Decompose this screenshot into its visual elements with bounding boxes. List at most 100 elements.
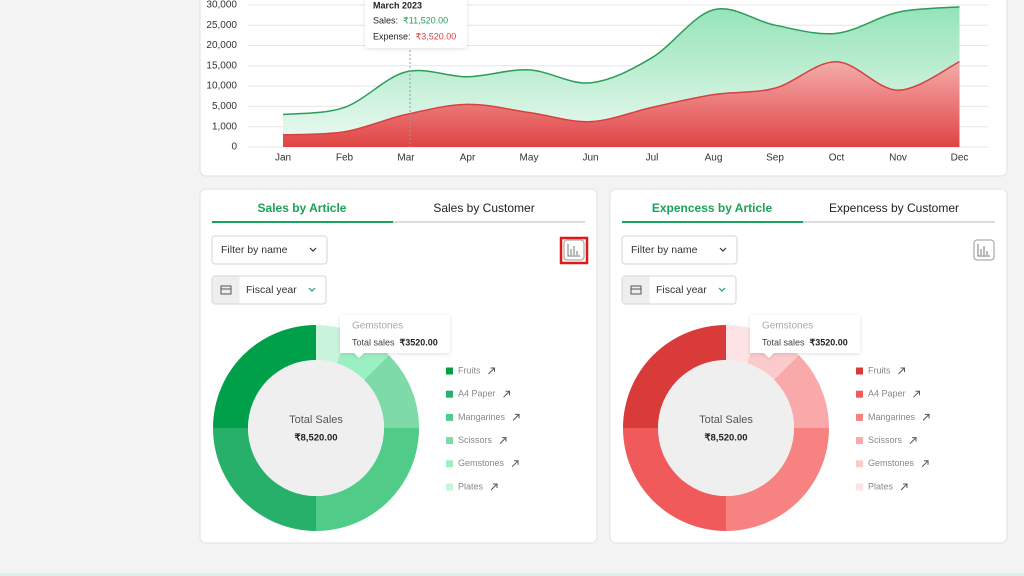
tooltip-label: Expense: <box>373 31 411 41</box>
legend-label: Plates <box>458 481 484 491</box>
legend-label: Plates <box>868 481 894 491</box>
calendar-icon <box>630 285 642 295</box>
legend-label: Scissors <box>868 435 903 445</box>
tab-active <box>212 221 393 223</box>
dropdown <box>211 275 327 305</box>
legend-arrow <box>488 367 495 375</box>
line <box>282 60 960 136</box>
tooltip <box>750 315 860 358</box>
dropdown-label: Fiscal year <box>246 284 297 296</box>
donut-slice <box>623 428 726 531</box>
legend-swatch <box>446 437 453 445</box>
legend-arrow <box>922 413 930 421</box>
legend-swatch <box>446 483 453 491</box>
legend-swatch <box>856 413 863 421</box>
chart-icon <box>977 244 990 257</box>
legend-label: A4 Paper <box>868 389 906 399</box>
center-label: Total Sales <box>699 414 753 426</box>
donut-hole <box>658 360 794 496</box>
donut-slice <box>316 428 419 531</box>
x-tick-label: Jul <box>646 153 659 164</box>
tooltip-title: Gemstones <box>352 321 403 332</box>
tooltip <box>365 0 467 48</box>
tab: Sales by Article <box>258 201 347 215</box>
chart-icon <box>567 244 580 257</box>
y-tick-label: 25,000 <box>206 20 237 31</box>
tooltip-value: ₹11,520.00 <box>403 15 448 25</box>
chevron <box>308 287 316 292</box>
donut-slice <box>726 428 829 531</box>
center-value: ₹8,520.00 <box>704 433 747 444</box>
x-tick-label: Apr <box>460 153 476 164</box>
legend-arrow <box>499 437 507 444</box>
legend-arrow <box>511 460 519 468</box>
legend-swatch <box>856 390 863 398</box>
tab: Expencess by Customer <box>829 201 959 215</box>
y-tick-label: 5,000 <box>212 101 237 112</box>
tooltip-value: ₹3520.00 <box>810 337 848 347</box>
donut-slice <box>364 355 419 428</box>
dropdown <box>621 235 738 265</box>
legend-swatch <box>856 483 863 491</box>
legend-label: Gemstones <box>868 458 915 468</box>
donut-slice <box>726 325 758 364</box>
legend-arrow <box>900 483 908 491</box>
x-tick-label: Aug <box>705 153 723 164</box>
legend-arrow <box>921 460 929 468</box>
tooltip-label: Total sales <box>352 337 395 347</box>
tooltip-title: Gemstones <box>762 321 813 332</box>
tooltip-value: ₹3,520.00 <box>416 31 457 41</box>
dropdown-label: Filter by name <box>221 244 288 256</box>
x-tick-label: Nov <box>889 153 907 164</box>
x-tick-label: Jan <box>275 153 291 164</box>
legend-swatch <box>446 367 453 375</box>
chevron <box>718 287 726 292</box>
calendar-box <box>212 276 240 304</box>
tab-underline <box>622 221 995 223</box>
legend-label: Mangarines <box>868 412 916 422</box>
dropdown-label: Filter by name <box>631 244 698 256</box>
tab-active <box>622 221 803 223</box>
legend-swatch <box>856 437 863 445</box>
x-tick-label: Oct <box>829 153 845 164</box>
legend-swatch <box>446 460 453 468</box>
tab-underline <box>212 221 585 223</box>
center-label: Total Sales <box>289 414 343 426</box>
legend-label: Fruits <box>458 365 481 375</box>
legend-swatch <box>446 413 453 421</box>
legend-arrow <box>909 437 917 444</box>
legend-arrow <box>512 413 520 421</box>
donut-slice <box>213 428 316 531</box>
y-tick-label: 30,000 <box>206 0 237 11</box>
tooltip-label: Total sales <box>762 337 805 347</box>
dropdown-label: Fiscal year <box>656 284 707 296</box>
legend-label: Gemstones <box>458 458 505 468</box>
legend-arrow <box>913 390 921 398</box>
dropdown <box>621 275 737 305</box>
legend-label: Fruits <box>868 365 891 375</box>
legend-swatch <box>856 367 863 375</box>
x-tick-label: Mar <box>397 153 415 164</box>
legend-swatch <box>446 390 453 398</box>
tab: Sales by Customer <box>433 201 534 215</box>
x-tick-label: May <box>520 153 539 164</box>
calendar-box <box>622 276 650 304</box>
highlight <box>559 236 589 265</box>
legend-arrow <box>503 390 511 398</box>
donut-slice <box>213 325 316 428</box>
y-tick-label: 10,000 <box>206 81 237 92</box>
legend-label: A4 Paper <box>458 389 496 399</box>
donut-hole <box>248 360 384 496</box>
y-tick-label: 0 <box>231 142 237 153</box>
y-tick-label: 1,000 <box>212 121 237 132</box>
tooltip-value: ₹3520.00 <box>400 337 438 347</box>
tab: Expencess by Article <box>652 201 773 215</box>
area <box>283 61 960 147</box>
legend-swatch <box>856 460 863 468</box>
y-tick-label: 20,000 <box>206 40 237 51</box>
tooltip-title: March 2023 <box>373 0 422 10</box>
chevron <box>309 247 317 252</box>
y-tick-label: 15,000 <box>206 60 237 71</box>
line <box>282 6 960 116</box>
